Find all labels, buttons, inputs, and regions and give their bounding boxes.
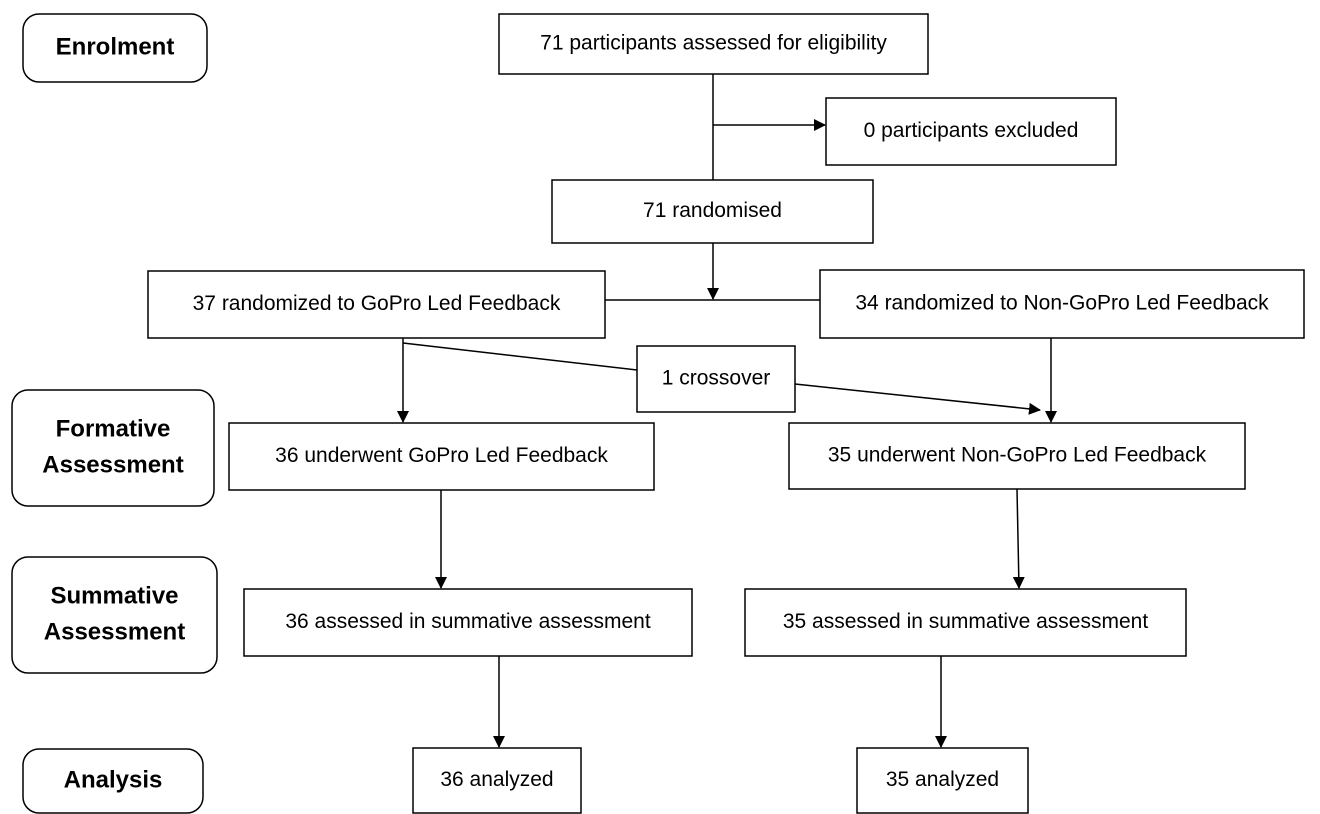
node-label: 35 assessed in summative assessment: [783, 610, 1148, 633]
node-label: 71 randomised: [643, 199, 782, 222]
edge: [402, 342, 638, 371]
node: 35 underwent Non-GoPro Led Feedback: [788, 422, 1246, 490]
node-label: 36 assessed in summative assessment: [285, 610, 650, 633]
node-box: [551, 179, 874, 244]
node: 34 randomized to Non-GoPro Led Feedback: [819, 269, 1305, 339]
node-label: 36 underwent GoPro Led Feedback: [275, 444, 608, 467]
node: 36 analyzed: [412, 747, 582, 814]
node: 71 randomised: [551, 179, 874, 244]
node-label: 35 analyzed: [886, 768, 999, 791]
stage: Formative Assessment: [11, 389, 215, 507]
node-label: 71 participants assessed for eligibility: [540, 32, 887, 55]
node-label: 37 randomized to GoPro Led Feedback: [193, 292, 561, 315]
node: 35 analyzed: [856, 747, 1029, 814]
stage-label: Assessment: [42, 451, 183, 478]
stage: Summative Assessment: [11, 556, 218, 674]
node-box: [788, 422, 1246, 490]
stage-label: Summative: [50, 582, 178, 609]
node-box: [819, 269, 1305, 339]
node: 1 crossover: [636, 345, 796, 413]
edges: [397, 74, 1057, 748]
stage-box: [11, 556, 218, 674]
node-box: [228, 422, 655, 491]
node-box: [636, 345, 796, 413]
node: 36 underwent GoPro Led Feedback: [228, 422, 655, 491]
node-box: [856, 747, 1029, 814]
edge: [1012, 488, 1025, 589]
node: 71 participants assessed for eligibility: [498, 13, 929, 75]
node-label: 0 participants excluded: [864, 119, 1079, 142]
node-box: [825, 97, 1117, 166]
stage-label: Assessment: [44, 618, 185, 645]
node: 37 randomized to GoPro Led Feedback: [147, 270, 606, 339]
node-label: 36 analyzed: [440, 768, 553, 791]
node: 35 assessed in summative assessment: [744, 588, 1187, 657]
node-box: [498, 13, 929, 75]
stage: Enrolment: [22, 13, 208, 83]
node-label: 35 underwent Non-GoPro Led Feedback: [828, 444, 1207, 467]
stage-label: Analysis: [64, 766, 163, 793]
stage-label: Formative: [56, 415, 171, 442]
node-box: [243, 588, 693, 657]
node-label: 34 randomized to Non-GoPro Led Feedback: [855, 292, 1269, 315]
node: 0 participants excluded: [825, 97, 1117, 166]
node-box: [744, 588, 1187, 657]
stage-box: [11, 389, 215, 507]
edge: [794, 383, 1041, 415]
node-box: [412, 747, 582, 814]
node-label: 1 crossover: [662, 367, 771, 390]
node-box: [147, 270, 606, 339]
stage-box: [22, 13, 208, 83]
stage-label: Enrolment: [56, 33, 175, 60]
stage-box: [22, 748, 204, 814]
stage: Analysis: [22, 748, 204, 814]
node: 36 assessed in summative assessment: [243, 588, 693, 657]
